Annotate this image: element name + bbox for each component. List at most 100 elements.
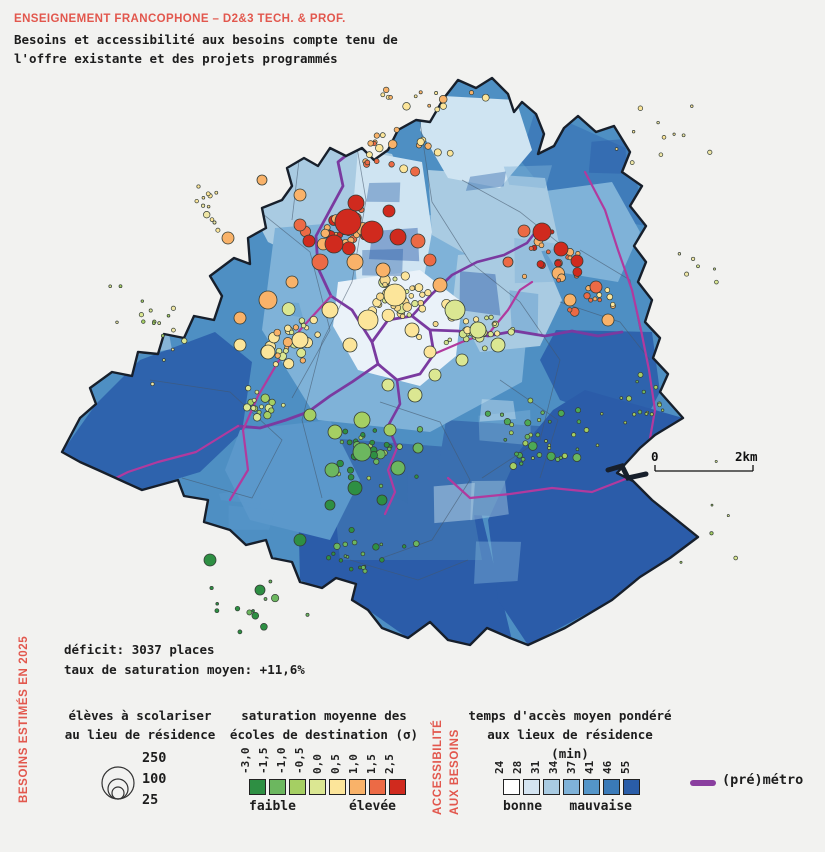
- bubble: [392, 276, 398, 282]
- bubble: [583, 292, 591, 300]
- bubble: [160, 333, 165, 338]
- legend-saturation-title-line1: saturation moyenne des: [241, 708, 407, 723]
- subtitle-line-2: l'offre existante et des projets program…: [14, 51, 338, 66]
- bubble: [296, 348, 307, 358]
- bubble: [352, 442, 372, 462]
- bubble: [488, 314, 494, 320]
- bubble: [181, 337, 188, 344]
- bubble: [455, 353, 469, 367]
- bubble: [684, 271, 690, 277]
- bubble: [499, 412, 505, 417]
- bubble: [260, 623, 268, 631]
- bubble: [423, 253, 437, 267]
- bubble: [283, 348, 289, 354]
- bubble: [637, 105, 644, 111]
- sector-texture: [503, 165, 553, 189]
- legend-size-circle: [111, 786, 125, 800]
- bubble: [366, 151, 373, 158]
- bubble: [376, 494, 388, 506]
- bubble: [171, 347, 175, 352]
- bubble: [473, 316, 480, 323]
- sector-texture: [509, 290, 539, 337]
- legend-access-extremes: bonne mauvaise: [503, 799, 632, 817]
- bubble: [576, 419, 582, 424]
- bubble: [563, 293, 577, 307]
- bubble: [233, 311, 247, 325]
- bubble: [115, 320, 119, 324]
- bubble: [547, 443, 552, 447]
- bubble: [583, 427, 590, 433]
- legend-saturation-ticks: -3,0 -1,5 -1,0 -0,5 0,0 0,5 1,0 1,5 2,5: [239, 742, 409, 776]
- deficit-value: déficit: 3037 places: [64, 642, 215, 657]
- bubble: [383, 283, 407, 307]
- bubble: [600, 412, 604, 416]
- sector-texture: [459, 271, 501, 316]
- bubble: [327, 424, 343, 440]
- bubble: [162, 358, 166, 362]
- scale-tick-label: 55: [619, 760, 632, 774]
- legend-bubbles-title-line1: élèves à scolariser: [68, 708, 212, 723]
- bubble: [637, 409, 643, 415]
- bubble: [205, 191, 211, 197]
- bubble: [446, 149, 454, 157]
- bubble: [148, 308, 153, 313]
- bubble: [380, 92, 386, 98]
- bubble: [554, 259, 562, 268]
- bubble: [346, 439, 353, 446]
- bubble: [709, 531, 714, 536]
- bubble: [413, 540, 420, 547]
- bubble: [527, 397, 534, 404]
- bubble: [432, 321, 439, 327]
- bubble: [409, 285, 415, 291]
- scale-tick-label: -1,5: [257, 747, 270, 775]
- scale-swatch: [309, 779, 326, 795]
- bubble: [438, 95, 448, 104]
- bubble: [293, 218, 307, 232]
- bubble: [214, 190, 219, 195]
- bubble: [432, 277, 448, 293]
- scale-swatch: [329, 779, 346, 795]
- bubble: [658, 152, 664, 157]
- bubble: [357, 309, 379, 331]
- bubble: [342, 337, 358, 353]
- bubble: [346, 253, 364, 271]
- bubble: [382, 281, 388, 288]
- bubble: [360, 220, 384, 244]
- bubble: [406, 312, 412, 318]
- bubble: [214, 608, 220, 614]
- bubble: [631, 130, 636, 134]
- scale-swatch: [543, 779, 560, 795]
- bubble: [141, 319, 146, 324]
- bubble: [209, 585, 214, 591]
- bubble: [657, 402, 662, 408]
- bubble: [383, 441, 390, 448]
- bubble: [364, 159, 371, 166]
- bubble: [268, 579, 273, 584]
- metro-line: [386, 378, 402, 450]
- bubble: [171, 327, 176, 333]
- bubble: [201, 196, 206, 200]
- bubble: [372, 428, 378, 433]
- scale-tick-label: -0,5: [293, 747, 306, 775]
- bubble: [390, 460, 406, 476]
- bubble: [251, 609, 255, 613]
- bubble: [367, 140, 374, 147]
- bubble: [300, 322, 307, 329]
- bubble: [309, 315, 318, 325]
- bubble: [383, 423, 397, 437]
- bubble: [201, 203, 206, 208]
- bubble: [434, 91, 439, 95]
- bubble: [378, 483, 384, 489]
- sector-texture: [366, 182, 401, 203]
- bubble: [252, 413, 262, 422]
- bubble: [138, 312, 144, 318]
- bubble: [595, 443, 600, 448]
- bubble: [345, 555, 350, 559]
- bubble: [557, 409, 565, 417]
- scale-tick-label: -3,0: [239, 747, 252, 775]
- bubble: [347, 480, 363, 496]
- sector-texture: [474, 541, 522, 584]
- bubble: [212, 220, 217, 225]
- legend-access-title-line2: aux lieux de résidence (min): [487, 727, 653, 761]
- bubble: [203, 553, 217, 567]
